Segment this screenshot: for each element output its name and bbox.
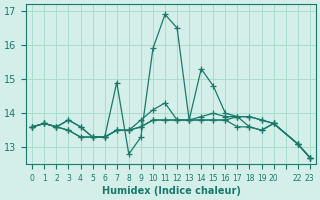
X-axis label: Humidex (Indice chaleur): Humidex (Indice chaleur): [102, 186, 241, 196]
